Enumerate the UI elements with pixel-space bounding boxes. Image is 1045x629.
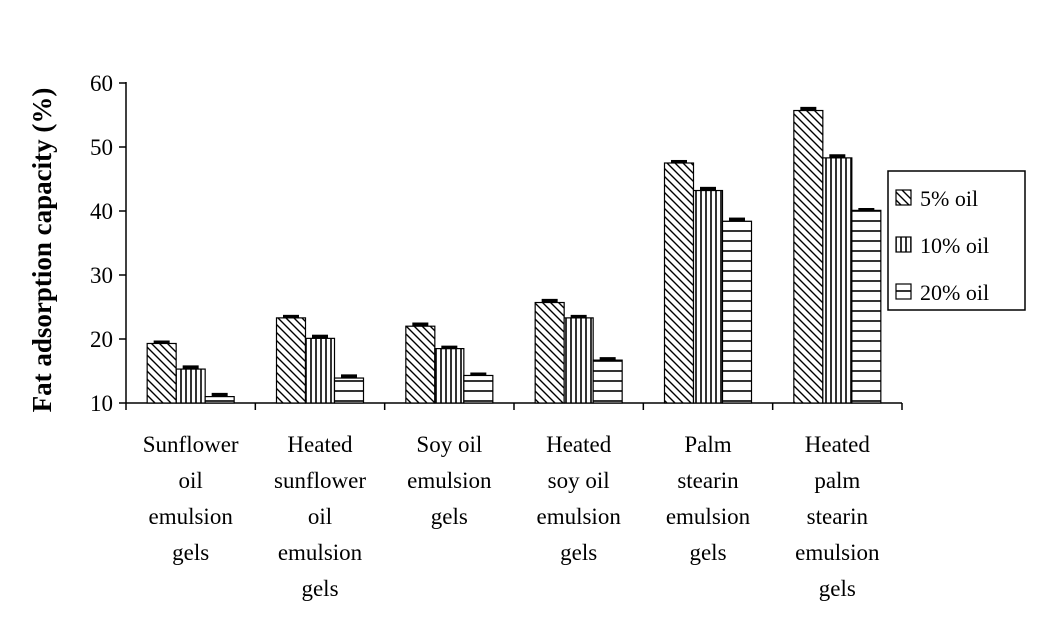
y-tick-label: 40 — [90, 199, 113, 224]
legend-label: 5% oil — [920, 186, 978, 211]
category-label-line: emulsion — [666, 504, 751, 529]
category-label-line: gels — [560, 540, 597, 565]
bar — [146, 342, 177, 404]
bar — [405, 325, 436, 404]
category-label: Heated palm stearin emulsion gels — [795, 432, 880, 601]
category-label-line: gels — [301, 576, 338, 601]
bar — [851, 209, 882, 404]
bar — [822, 157, 853, 404]
category-label-line: palm — [814, 468, 860, 493]
category-label: Soy oil emulsion gels — [407, 432, 492, 529]
bar — [793, 109, 824, 404]
category-label-line: gels — [819, 576, 856, 601]
category-label: Heated sunflower oil emulsion gels — [274, 432, 366, 601]
legend-label: 20% oil — [920, 280, 989, 305]
category-label-line: Soy oil — [416, 432, 482, 457]
category-label-line: Heated — [287, 432, 353, 457]
bar — [304, 337, 336, 404]
bar — [692, 189, 724, 404]
y-tick-label: 50 — [90, 135, 113, 160]
y-tick-label: 60 — [90, 71, 113, 96]
legend: 5% oil 10% oil 20% oil — [887, 170, 1026, 311]
bar — [204, 396, 235, 404]
bar — [275, 317, 307, 404]
legend-label: 10% oil — [920, 233, 989, 258]
category-label: Sunflower oil emulsion gels — [143, 432, 239, 565]
category-label-line: emulsion — [278, 540, 363, 565]
category-label-line: gels — [689, 540, 726, 565]
bar — [175, 368, 206, 404]
y-tick-label: 10 — [90, 391, 113, 416]
category-label-line: stearin — [807, 504, 869, 529]
category-label-line: Heated — [805, 432, 871, 457]
bar — [721, 220, 753, 404]
category-label: Heated soy oil emulsion gels — [536, 432, 621, 565]
category-label-line: sunflower — [274, 468, 366, 493]
bar — [463, 374, 494, 404]
category-label-line: stearin — [677, 468, 739, 493]
legend-swatch — [895, 189, 912, 206]
bar — [333, 377, 365, 404]
bar — [663, 162, 695, 404]
category-label-line: soy oil — [548, 468, 610, 493]
category-label-line: gels — [431, 504, 468, 529]
bar — [563, 317, 594, 404]
legend-swatch — [895, 283, 912, 300]
category-label-line: oil — [179, 468, 203, 493]
bar — [534, 301, 565, 404]
y-tick-label: 30 — [90, 263, 113, 288]
y-axis-label: Fat adsorption capacity (%) — [27, 88, 57, 413]
category-label-line: emulsion — [148, 504, 233, 529]
category-label-line: Palm — [684, 432, 731, 457]
bar — [592, 359, 623, 404]
category-label: Palm stearin emulsion gels — [666, 432, 751, 565]
category-label-line: emulsion — [795, 540, 880, 565]
category-labels: Sunflower oil emulsion gels Heated sunflower o… — [143, 432, 880, 601]
bar — [434, 348, 465, 404]
category-label-line: emulsion — [536, 504, 621, 529]
y-tick-label: 20 — [90, 327, 113, 352]
axes: 10 20 30 40 50 60 — [90, 71, 903, 416]
category-label-line: Sunflower — [143, 432, 239, 457]
category-label-line: gels — [172, 540, 209, 565]
category-label-line: emulsion — [407, 468, 492, 493]
bars — [146, 106, 882, 404]
category-label-line: Heated — [546, 432, 612, 457]
category-label-line: oil — [308, 504, 332, 529]
legend-swatch — [895, 236, 912, 253]
